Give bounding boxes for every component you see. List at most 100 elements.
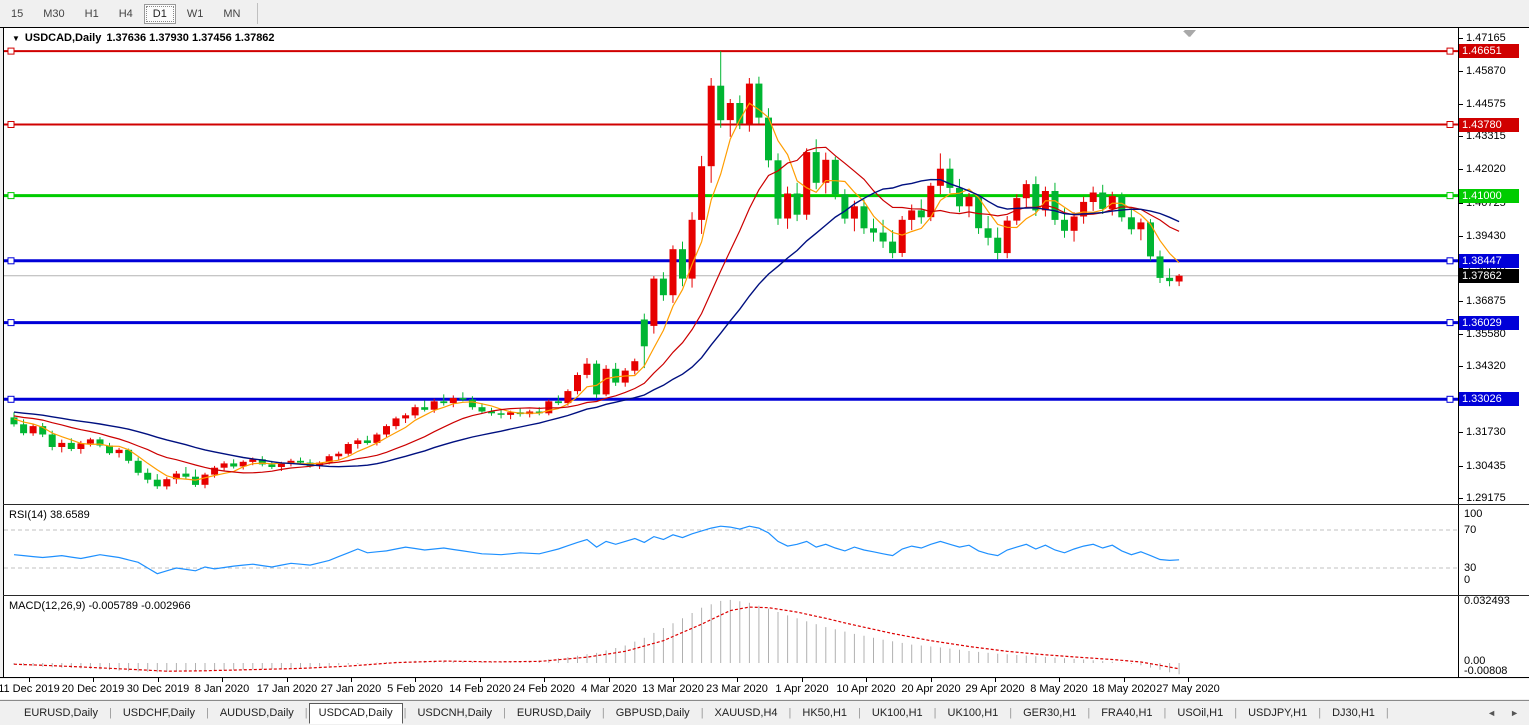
macd-axis-label: 0.032493 [1464,595,1510,607]
date-tick-mark [995,678,996,682]
price-tick-mark [1459,71,1463,72]
date-tick-mark [931,678,932,682]
date-tick-mark [287,678,288,682]
tab-separator: | [1318,707,1322,719]
tab-separator: | [788,707,792,719]
tab-separator: | [858,707,861,719]
price-tick-label: 1.31730 [1466,426,1506,438]
hline-price-badge: 1.41000 [1459,189,1519,203]
rsi-axis-label: 0 [1464,574,1471,586]
price-axis[interactable] [1459,28,1529,677]
macd-plot[interactable] [4,597,1458,677]
tab-separator: | [108,707,112,719]
tab-scroll-left-icon[interactable]: ◄ [1487,708,1497,718]
timeframe-button-W1[interactable]: W1 [186,7,204,20]
tab-USDCNH-Daily[interactable]: USDCNH,Daily [417,706,493,719]
price-tick-label: 1.42020 [1466,163,1506,175]
price-tick-mark [1459,136,1463,137]
tab-separator: | [700,707,704,719]
current-price-badge: 1.37862 [1459,269,1519,283]
price-tick-mark [1459,236,1463,237]
date-label: 1 Apr 2020 [775,683,829,695]
tab-scroll-controls: ◄ ► [1487,708,1529,718]
date-tick-mark [1188,678,1189,682]
chart-ohlc-values: 1.37636 1.37930 1.37456 1.37862 [106,32,275,44]
date-tick-mark [609,678,610,682]
tab-USDCAD-Daily[interactable]: USDCAD,Daily [308,702,403,724]
price-tick-label: 1.47165 [1466,32,1506,44]
date-tick-mark [29,678,30,682]
rsi-axis-label: 100 [1464,508,1483,520]
tab-EURUSD-Daily[interactable]: EURUSD,Daily [516,706,591,719]
price-tick-mark [1459,169,1463,170]
rsi-axis-label: 70 [1464,524,1477,536]
date-tick-mark [351,678,352,682]
tab-USOil-H1[interactable]: USOil,H1 [1177,706,1224,719]
date-tick-mark [415,678,416,682]
date-label: 27 Jan 2020 [320,683,382,695]
tab-separator: | [1163,707,1167,719]
tab-separator: | [503,707,506,719]
tab-scroll-right-icon[interactable]: ► [1510,708,1519,718]
candlestick-plot[interactable] [4,28,1458,504]
tab-UK100-H1[interactable]: UK100,H1 [947,706,999,719]
tab-DJ30-H1[interactable]: DJ30,H1 [1332,706,1375,719]
date-tick-mark [1124,678,1125,682]
tab-UK100-H1[interactable]: UK100,H1 [871,706,923,719]
date-label: 23 Mar 2020 [706,683,768,695]
tab-GER30-H1[interactable]: GER30,H1 [1023,706,1077,719]
tab-separator: | [1234,707,1238,719]
rsi-plot[interactable] [4,506,1458,594]
chart-border-left [3,27,4,678]
price-tick-mark [1459,301,1463,302]
macd-panel-splitter[interactable] [3,595,1529,596]
date-label: 5 Feb 2020 [387,683,443,695]
price-tick-label: 1.36875 [1466,295,1506,307]
price-tick-label: 1.34320 [1466,360,1506,372]
price-tick-label: 1.30435 [1466,460,1506,472]
price-tick-label: 1.39430 [1466,230,1506,242]
date-label: 29 Apr 2020 [965,683,1025,695]
timeframe-button-H4[interactable]: H4 [118,7,133,20]
date-label: 24 Feb 2020 [513,683,575,695]
date-label: 14 Feb 2020 [449,683,511,695]
price-tick-mark [1459,432,1463,433]
tab-XAUUSD-H4[interactable]: XAUUSD,H4 [714,706,778,719]
tab-AUDUSD-Daily[interactable]: AUDUSD,Daily [219,706,294,719]
timeframe-button-MN[interactable]: MN [223,7,241,20]
date-axis[interactable]: 11 Dec 2019 20 Dec 2019 30 Dec 2019 8 Jan 2… [0,678,1529,699]
date-tick-mark [673,678,674,682]
hline-price-badge: 1.46651 [1459,44,1519,58]
rsi-label: RSI(14) 38.6589 [9,509,90,521]
chart-dropdown-icon[interactable]: ▼ [12,33,20,43]
date-label: 27 May 2020 [1156,683,1220,695]
price-tick-mark [1459,366,1463,367]
tab-HK50-H1[interactable]: HK50,H1 [802,706,848,719]
tab-EURUSD-Daily[interactable]: EURUSD,Daily [24,706,98,719]
timeframe-button-15[interactable]: 15 [11,7,24,20]
hline-price-badge: 1.38447 [1459,254,1519,268]
tab-separator: | [1087,707,1091,719]
price-tick-label: 1.29175 [1466,492,1506,504]
tab-GBPUSD-Daily[interactable]: GBPUSD,Daily [615,706,690,719]
date-label: 20 Dec 2019 [61,683,125,695]
price-tick-mark [1459,466,1463,467]
tab-USDCHF-Daily[interactable]: USDCHF,Daily [122,706,195,719]
timeframe-button-M30[interactable]: M30 [43,7,65,20]
chart-border-top [0,27,1529,28]
price-tick-label: 1.45870 [1466,65,1506,77]
tab-FRA40-H1[interactable]: FRA40,H1 [1101,706,1153,719]
price-tick-mark [1459,38,1463,39]
chart-border-bottom [0,677,1529,678]
macd-label: MACD(12,26,9) -0.005789 -0.002966 [9,600,191,612]
timeframe-button-D1[interactable]: D1 [143,3,176,24]
date-label: 20 Apr 2020 [901,683,961,695]
date-label: 11 Dec 2019 [0,683,60,695]
timeframe-button-H1[interactable]: H1 [84,7,99,20]
chart-shift-marker-icon[interactable] [1184,30,1196,37]
rsi-panel-splitter[interactable] [3,504,1529,505]
tab-USDJPY-H1[interactable]: USDJPY,H1 [1248,706,1308,719]
date-label: 8 May 2020 [1030,683,1088,695]
price-tick-label: 1.40725 [1466,197,1506,209]
chart-symbol-label: USDCAD,Daily [24,32,102,44]
